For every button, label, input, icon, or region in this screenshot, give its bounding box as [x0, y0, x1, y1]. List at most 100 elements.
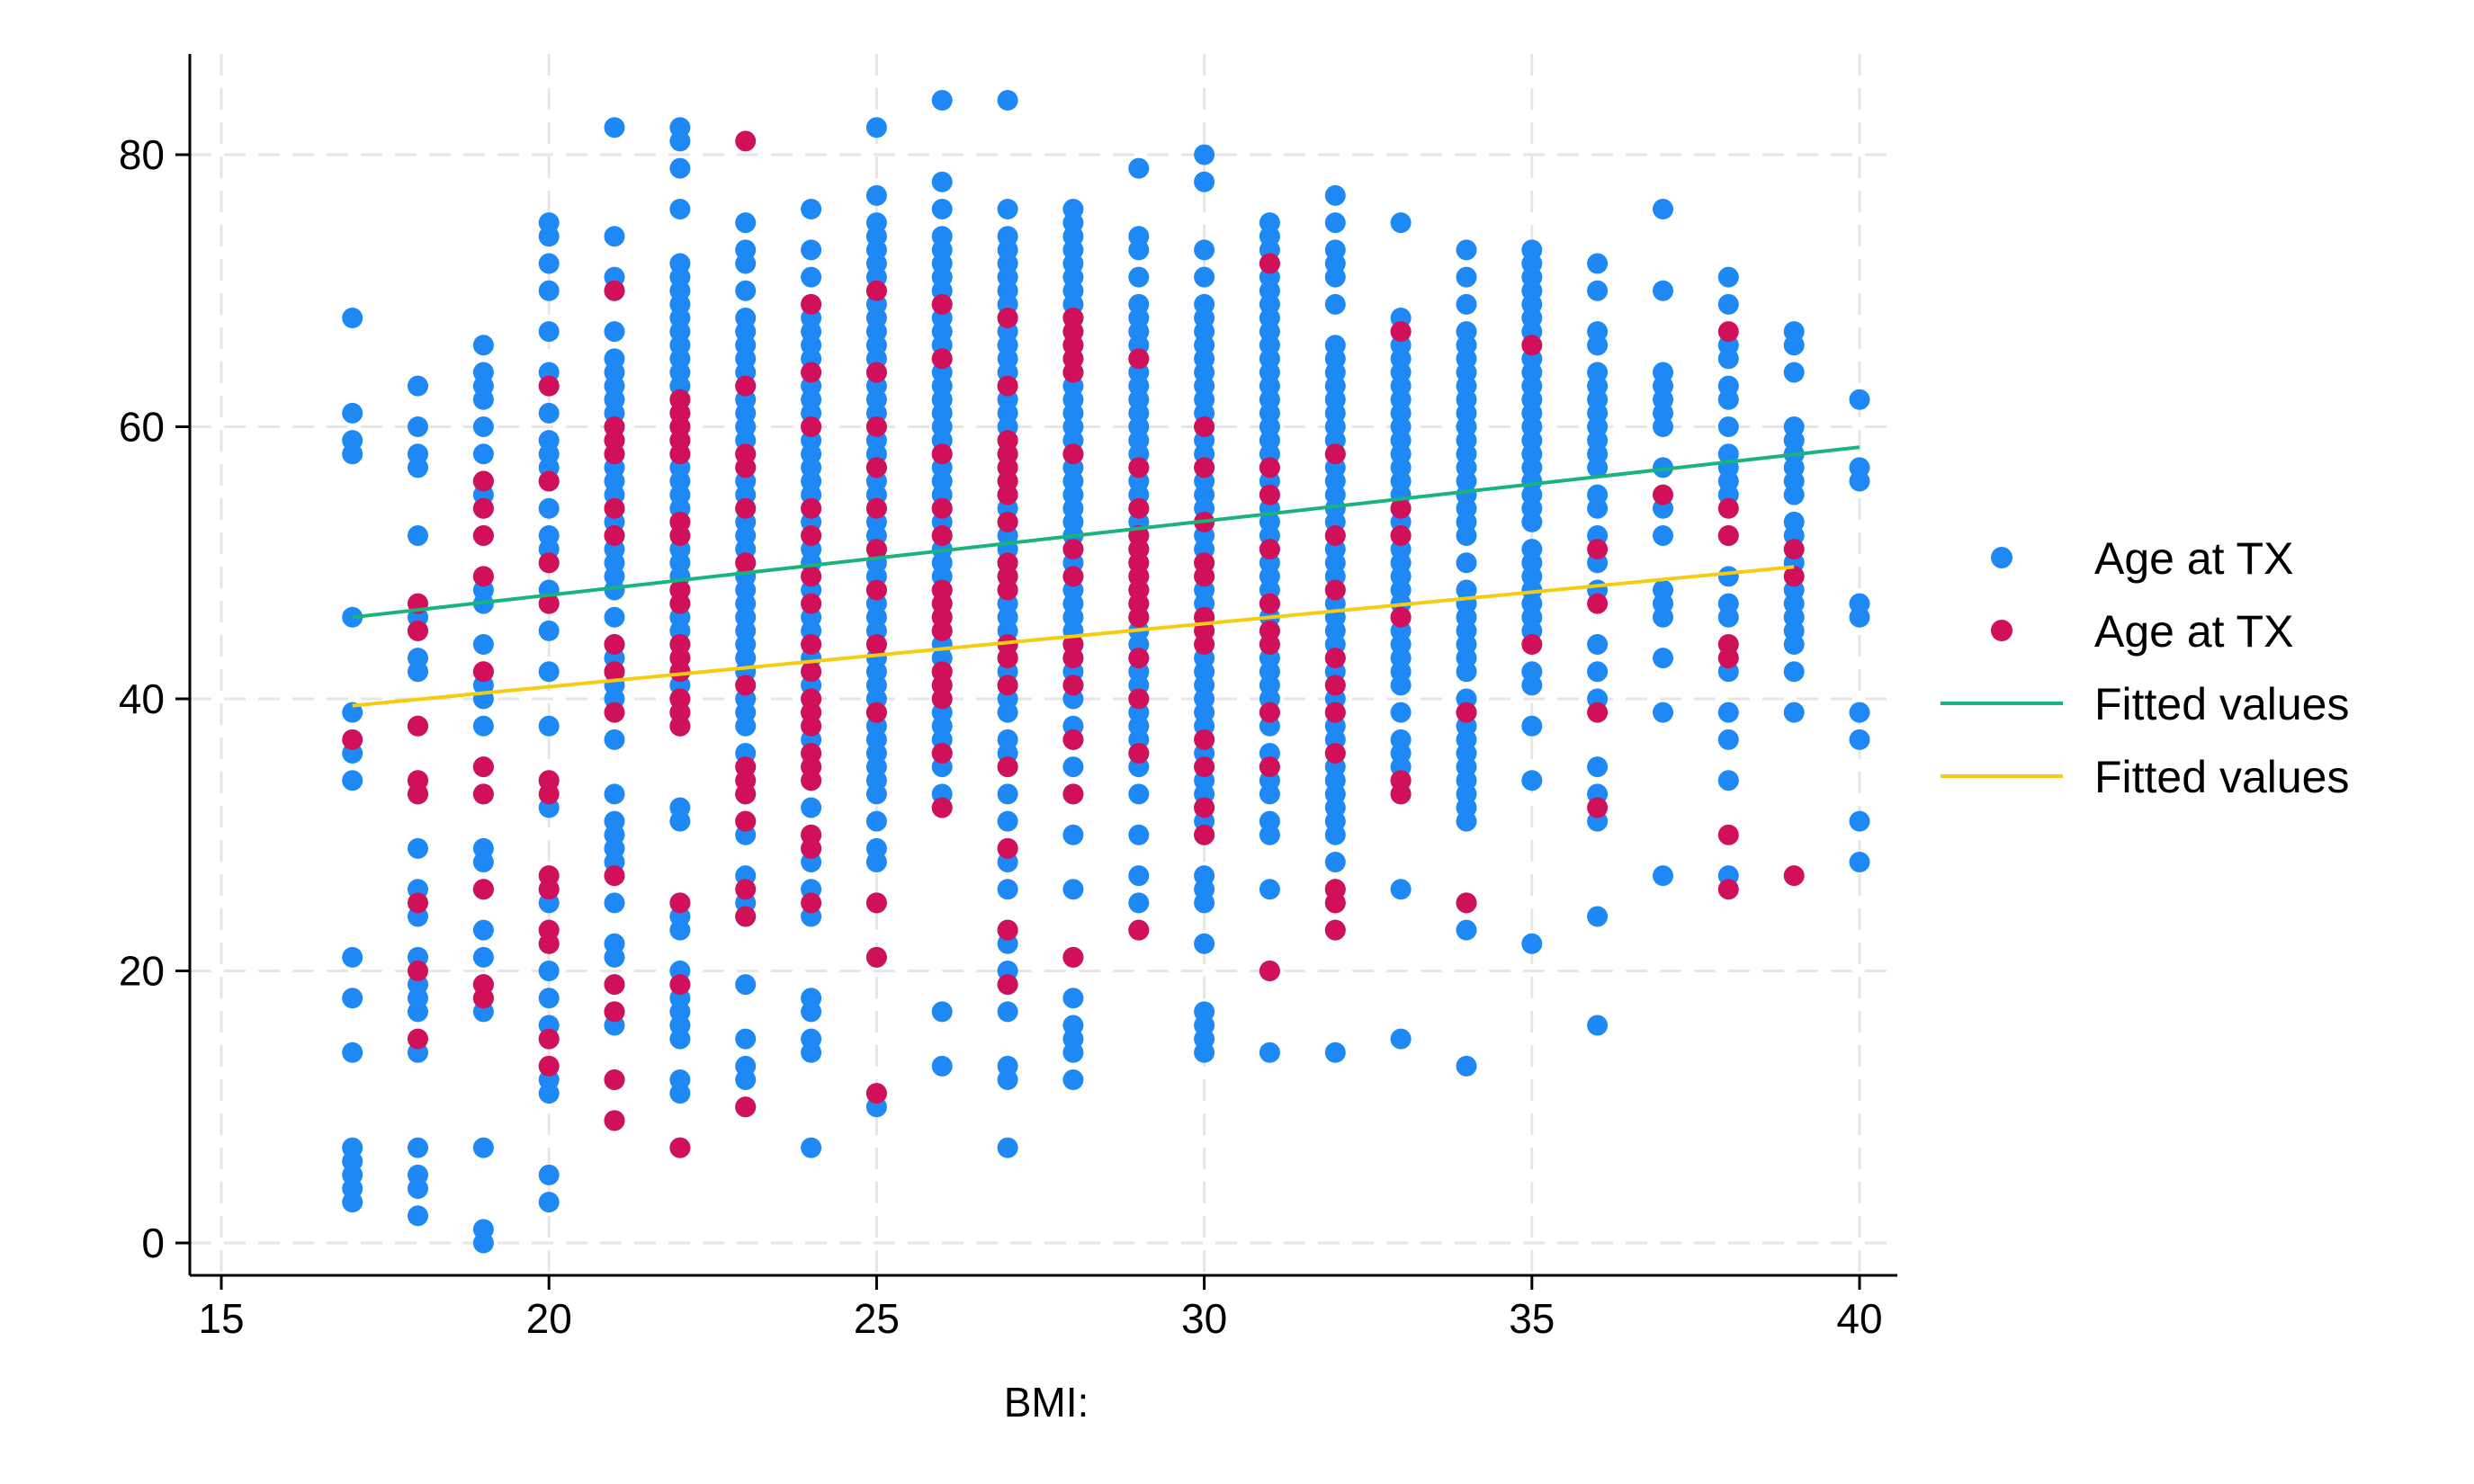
- scatter-point-series-2: [408, 961, 428, 981]
- scatter-point-series-1: [604, 348, 625, 370]
- scatter-point-series-2: [997, 756, 1018, 778]
- scatter-point-series-2: [1259, 253, 1280, 274]
- scatter-point-series-1: [1259, 212, 1280, 234]
- scatter-point-series-2: [1390, 770, 1412, 791]
- scatter-point-series-1: [1521, 661, 1543, 683]
- scatter-point-series-1: [669, 1069, 691, 1090]
- scatter-point-series-1: [865, 117, 887, 139]
- scatter-point-series-1: [1128, 783, 1150, 805]
- legend-label: Fitted values: [2094, 752, 2349, 802]
- scatter-point-series-1: [801, 239, 822, 261]
- scatter-point-series-2: [604, 1001, 625, 1023]
- scatter-point-series-1: [1717, 729, 1739, 750]
- scatter-point-series-1: [1390, 879, 1412, 900]
- scatter-point-series-2: [801, 892, 822, 914]
- scatter-point-series-1: [1849, 457, 1870, 478]
- scatter-point-series-2: [1587, 702, 1609, 723]
- scatter-point-series-2: [604, 661, 625, 683]
- scatter-point-series-2: [1587, 539, 1609, 560]
- scatter-point-series-2: [1783, 539, 1805, 560]
- scatter-point-series-2: [865, 946, 887, 968]
- scatter-point-series-2: [801, 362, 822, 383]
- scatter-point-series-2: [997, 974, 1018, 996]
- scatter-point-series-2: [1259, 702, 1280, 723]
- scatter-point-series-2: [1717, 879, 1739, 900]
- scatter-point-series-2: [997, 375, 1018, 397]
- scatter-point-series-1: [1587, 1015, 1609, 1036]
- scatter-point-series-2: [801, 634, 822, 655]
- scatter-point-series-2: [1456, 702, 1477, 723]
- scatter-point-series-2: [865, 634, 887, 655]
- scatter-point-series-1: [1783, 416, 1805, 437]
- scatter-point-series-1: [538, 620, 560, 641]
- scatter-point-series-1: [1324, 239, 1346, 261]
- scatter-point-series-1: [669, 157, 691, 179]
- scatter-point-series-1: [1324, 184, 1346, 206]
- scatter-point-series-2: [801, 688, 822, 710]
- fit-lines: [352, 445, 1860, 708]
- scatter-point-series-2: [931, 579, 953, 601]
- scatter-point-series-1: [1653, 362, 1673, 383]
- scatter-point-series-2: [1128, 497, 1150, 519]
- scatter-point-series-1: [1194, 266, 1215, 288]
- scatter-point-series-2: [1062, 443, 1084, 465]
- scatter-point-series-1: [604, 933, 625, 954]
- scatter-point-series-2: [931, 743, 953, 764]
- scatter-point-series-1: [1194, 1001, 1215, 1023]
- scatter-point-series-1: [1587, 362, 1609, 383]
- scatter-point-series-1: [1062, 756, 1084, 778]
- scatter-point-series-2: [1717, 497, 1739, 519]
- scatter-point-series-2: [669, 511, 691, 532]
- scatter-point-series-2: [931, 443, 953, 465]
- scatter-point-series-1: [1128, 892, 1150, 914]
- scatter-point-series-1: [408, 525, 428, 546]
- scatter-point-series-1: [1521, 539, 1543, 560]
- scatter-point-series-2: [604, 1069, 625, 1090]
- scatter-point-series-2: [865, 702, 887, 723]
- scatter-point-series-1: [931, 226, 953, 247]
- scatter-point-series-2: [735, 879, 757, 900]
- scatter-point-series-1: [472, 1137, 494, 1158]
- scatter-point-series-2: [865, 497, 887, 519]
- scatter-point-series-2: [865, 539, 887, 560]
- scatter-point-series-1: [1521, 770, 1543, 791]
- scatter-point-series-1: [1390, 702, 1412, 723]
- scatter-point-series-2: [1324, 879, 1346, 900]
- scatter-point-series-1: [408, 375, 428, 397]
- scatter-point-series-1: [669, 199, 691, 219]
- scatter-point-series-2: [1062, 566, 1084, 587]
- scatter-point-series-1: [1849, 729, 1870, 750]
- scatter-point-series-2: [997, 308, 1018, 328]
- tick-labels: 15 20 25 30 35 40 0 20 40 60 80: [119, 131, 1883, 1342]
- x-tick-label: 20: [526, 1295, 572, 1342]
- scatter-point-series-1: [997, 199, 1018, 219]
- y-tick-label: 40: [119, 675, 165, 722]
- scatter-point-series-1: [342, 1041, 363, 1063]
- axes: [175, 54, 1897, 1290]
- scatter-point-series-1: [1128, 266, 1150, 288]
- scatter-point-series-2: [538, 552, 560, 574]
- scatter-point-series-1: [1194, 865, 1215, 887]
- scatter-point-series-2: [472, 783, 494, 805]
- scatter-point-series-1: [865, 184, 887, 206]
- scatter-point-series-1: [604, 321, 625, 343]
- scatter-point-series-2: [1128, 348, 1150, 370]
- legend-label: Fitted values: [2094, 679, 2349, 729]
- scatter-point-series-1: [408, 443, 428, 465]
- scatter-point-series-1: [1521, 933, 1543, 954]
- scatter-point-series-2: [1194, 729, 1215, 750]
- scatter-point-series-2: [801, 525, 822, 546]
- scatter-point-series-1: [1128, 865, 1150, 887]
- scatter-point-series-1: [1324, 293, 1346, 315]
- scatter-point-series-2: [604, 525, 625, 546]
- scatter-point-series-2: [669, 1137, 691, 1158]
- y-tick-label: 60: [119, 404, 165, 451]
- scatter-point-series-2: [931, 497, 953, 519]
- scatter-point-series-1: [472, 715, 494, 737]
- scatter-point-series-2: [801, 661, 822, 683]
- scatter-point-series-1: [1783, 321, 1805, 343]
- scatter-point-series-1: [735, 212, 757, 234]
- scatter-point-series-2: [1194, 797, 1215, 818]
- scatter-point-series-2: [1324, 702, 1346, 723]
